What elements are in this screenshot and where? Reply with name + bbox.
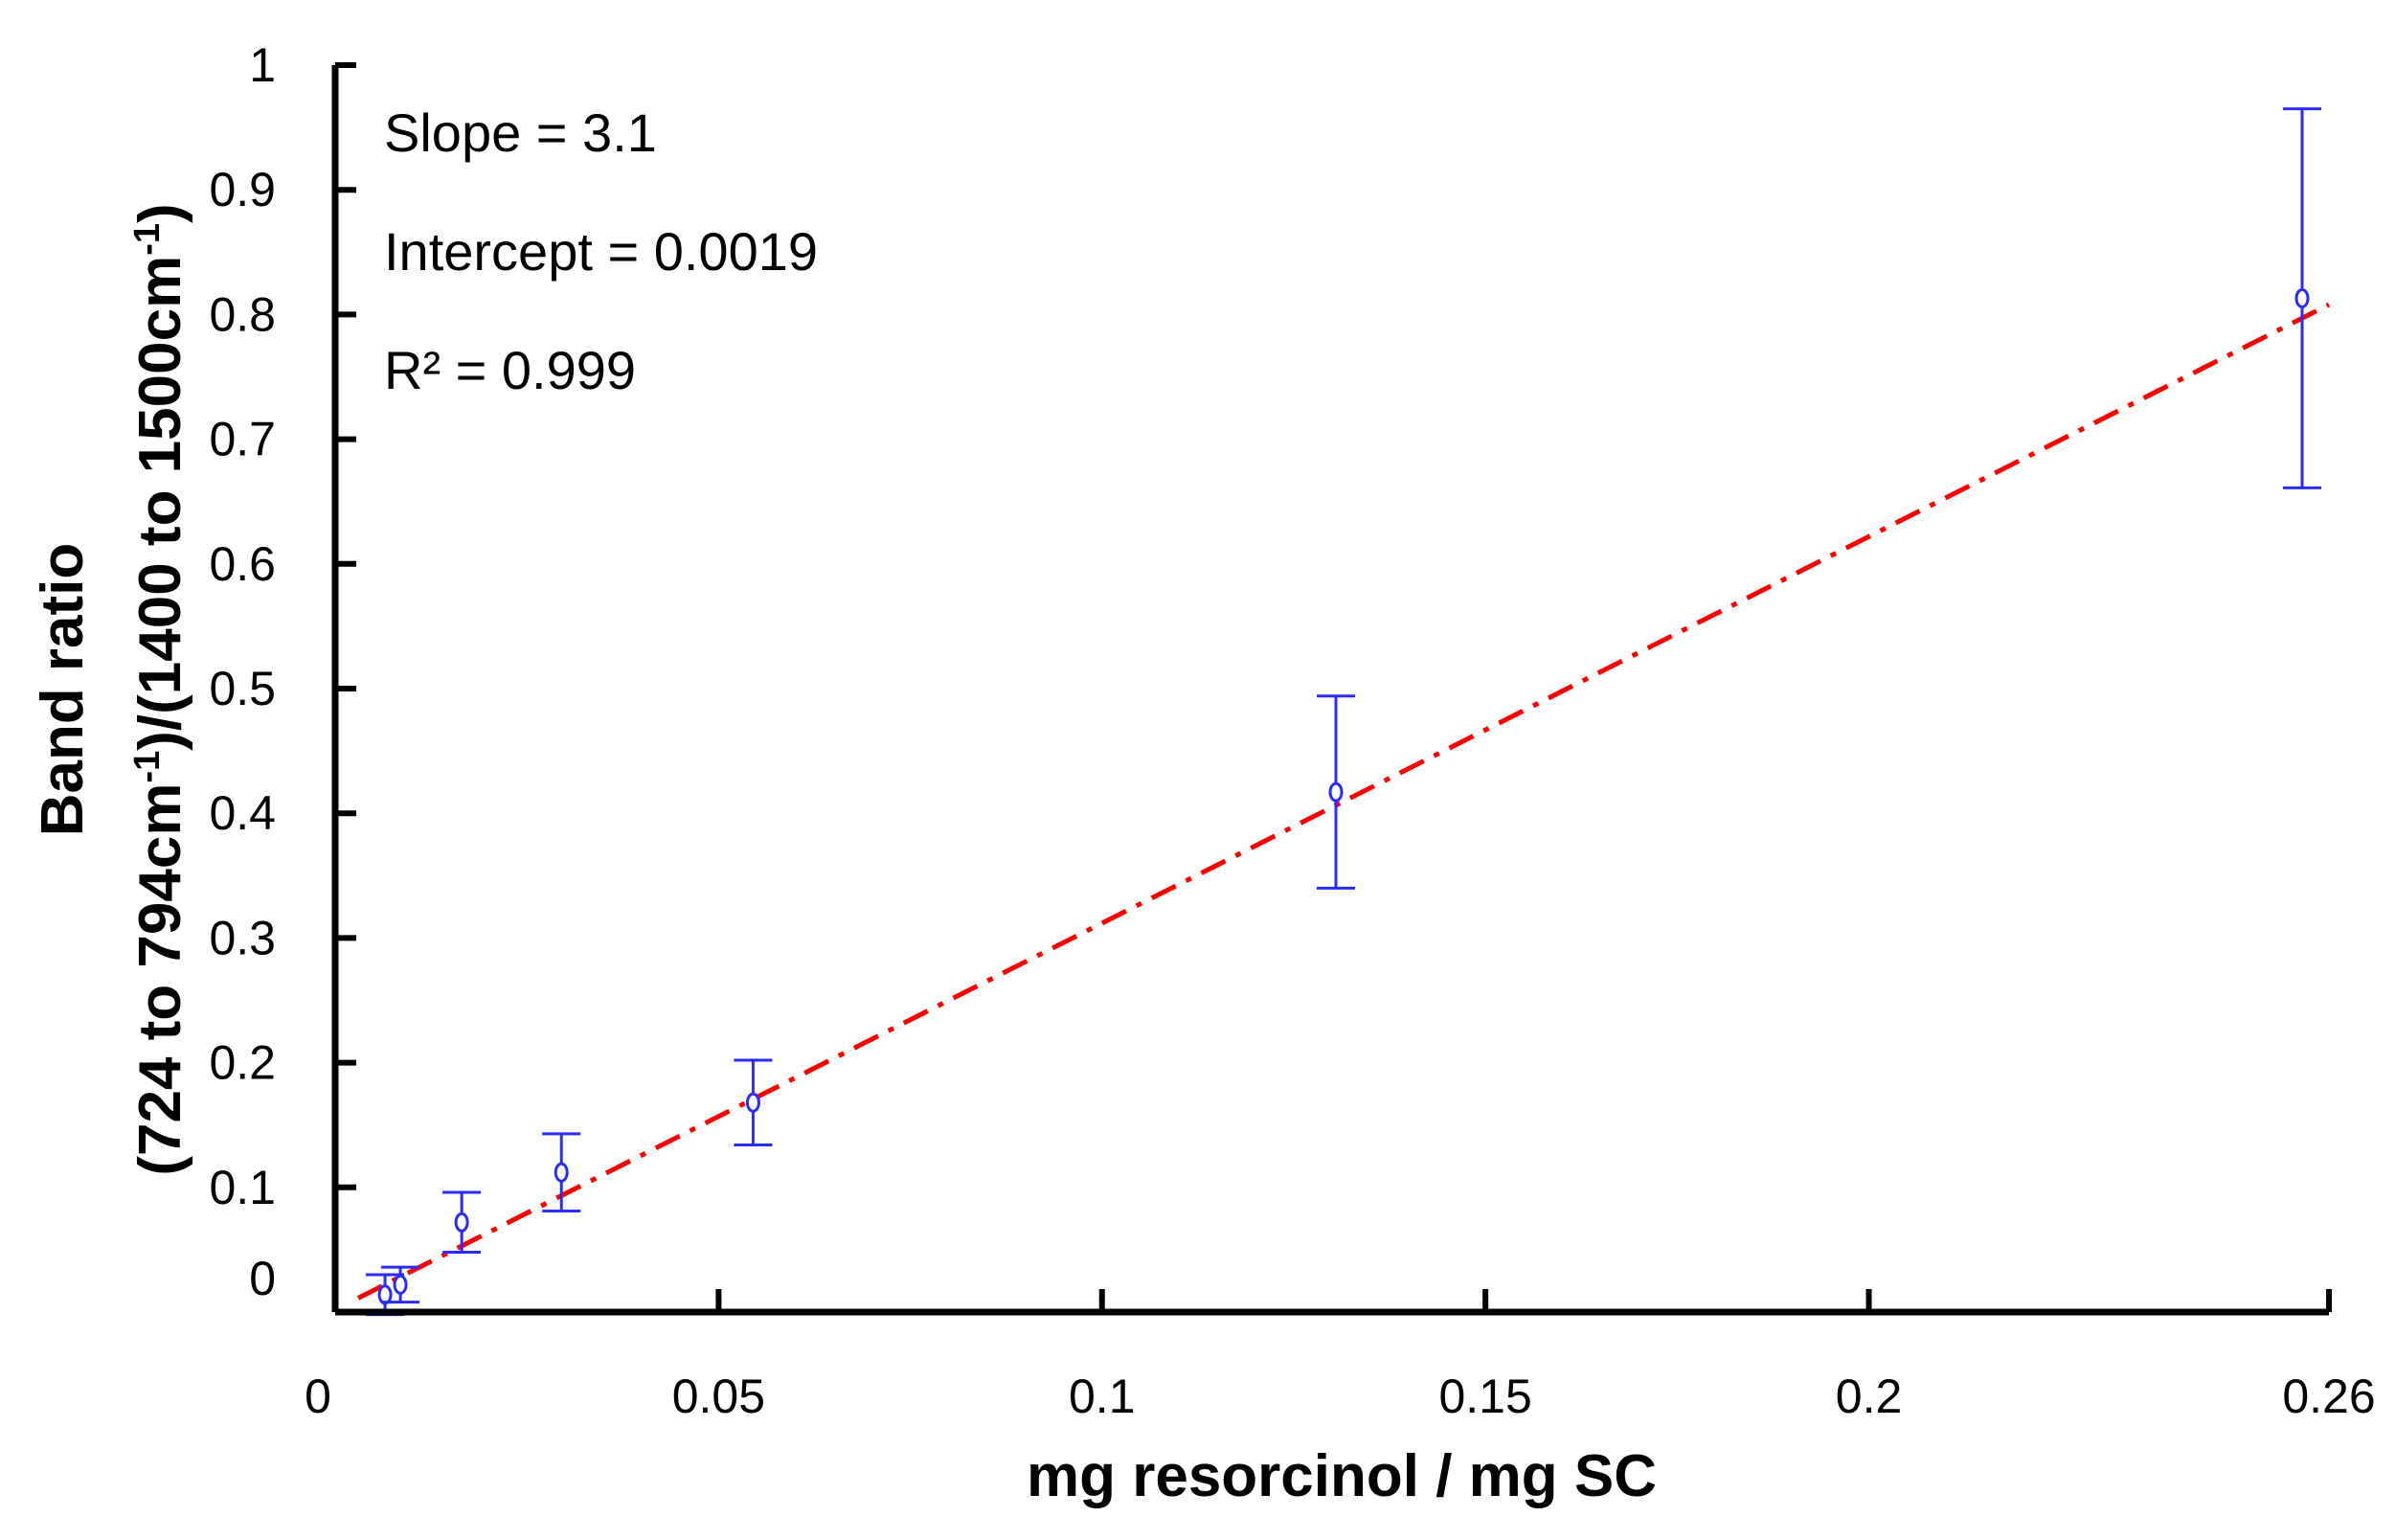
y-axis-title: Band ratio (724 to 794cm-1)/(1400 to 150… — [30, 203, 193, 1175]
ylabel-superscript-2: -1 — [127, 223, 168, 256]
point-marker — [745, 1092, 760, 1113]
point-marker — [377, 1284, 393, 1305]
data-point — [381, 1265, 420, 1304]
point-marker — [1328, 781, 1344, 803]
ylabel-part-1: (724 to 794cm — [127, 783, 193, 1176]
x-tick-label: 0.26 — [2282, 1370, 2375, 1423]
y-tick-label: 0 — [249, 1252, 276, 1305]
y-tick-label: 0.8 — [209, 287, 276, 341]
y-tick-label: 0.4 — [209, 786, 276, 840]
data-point — [1317, 694, 1356, 890]
x-axis-title: mg resorcinol / mg SC — [1027, 1443, 1657, 1509]
y-tick-label: 1 — [249, 38, 276, 92]
data-point — [542, 1132, 581, 1213]
ylabel-superscript-1: -1 — [127, 751, 168, 783]
y-tick-label: 0.3 — [209, 911, 276, 964]
y-tick-label: 0.2 — [209, 1036, 276, 1090]
data-point — [2282, 107, 2321, 489]
ticks: 0 0.1 0.2 0.3 0.4 0.5 0.6 0.7 0.8 0.9 1 0 0.05 0.1 0.1… — [209, 38, 2375, 1423]
data-points-layer — [366, 107, 2321, 1317]
data-point — [442, 1190, 482, 1255]
y-tick-label: 0.7 — [209, 413, 276, 466]
y-tick-label: 0.6 — [209, 537, 276, 591]
r-squared-annotation: R² = 0.999 — [384, 340, 636, 400]
x-tick-label: 0.1 — [1069, 1370, 1136, 1423]
y-axis-title-line1: Band ratio — [30, 543, 96, 837]
y-tick-label: 0.5 — [209, 662, 276, 715]
y-axis-title-line2: (724 to 794cm-1)/(1400 to 1500cm-1) — [127, 203, 193, 1175]
point-marker — [2294, 287, 2310, 308]
fit-line — [356, 302, 2331, 1301]
intercept-annotation: Intercept = 0.0019 — [384, 221, 818, 282]
x-tick-label: 0.15 — [1438, 1370, 1531, 1423]
y-tick-label: 0.9 — [209, 163, 276, 216]
fit-statistics: Slope = 3.1 Intercept = 0.0019 R² = 0.99… — [384, 102, 818, 400]
slope-annotation: Slope = 3.1 — [384, 102, 657, 163]
ylabel-part-3: ) — [127, 203, 193, 223]
point-marker — [454, 1212, 469, 1233]
data-point — [734, 1058, 773, 1147]
point-marker — [393, 1274, 408, 1295]
y-tick-label: 0.1 — [209, 1161, 276, 1214]
x-tick-label: 0 — [305, 1370, 331, 1423]
point-marker — [554, 1162, 569, 1183]
x-tick-label: 0.05 — [672, 1370, 765, 1423]
fit-line-layer — [356, 302, 2331, 1301]
ylabel-part-2: )/(1400 to 1500cm — [127, 256, 193, 751]
x-tick-label: 0.2 — [1836, 1370, 1903, 1423]
